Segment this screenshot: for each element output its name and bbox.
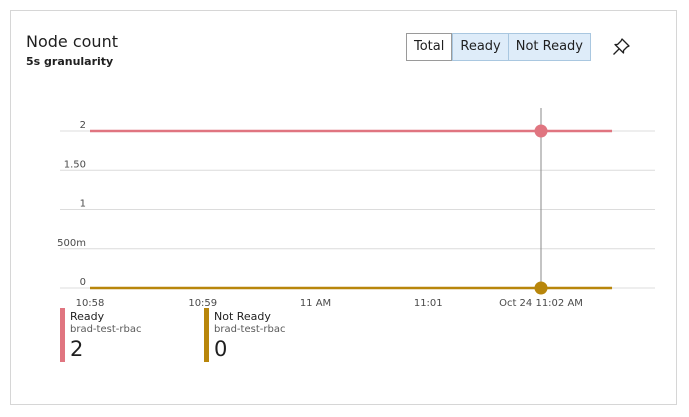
hover-point-ready xyxy=(534,124,548,138)
legend-not-ready-resource: brad-test-rbac xyxy=(214,324,286,335)
granularity-label: 5s granularity xyxy=(26,55,114,68)
chart-title: Node count xyxy=(26,32,118,51)
toggle-total[interactable]: Total xyxy=(406,33,453,61)
hover-cursor xyxy=(534,108,548,295)
toggle-ready[interactable]: Ready xyxy=(452,34,508,60)
legend-ready-value: 2 xyxy=(70,337,84,361)
pin-icon[interactable] xyxy=(611,37,631,57)
y-tick-label: 500m xyxy=(57,238,86,249)
legend-ready[interactable]: Ready brad-test-rbac 2 xyxy=(60,308,141,370)
x-tick-label: 10:58 xyxy=(76,298,105,309)
legend-ready-resource: brad-test-rbac xyxy=(70,324,142,335)
y-axis-ticks: 0 500m 1 1.50 2 xyxy=(57,120,86,288)
toggle-not-ready[interactable]: Not Ready xyxy=(507,34,591,60)
legend-not-ready-value: 0 xyxy=(214,337,228,361)
x-tick-label: 11 AM xyxy=(300,298,331,309)
x-tick-label: 11:01 xyxy=(414,298,443,309)
legend-not-ready[interactable]: Not Ready brad-test-rbac 0 xyxy=(204,308,285,370)
y-tick-label: 2 xyxy=(80,120,86,131)
y-tick-label: 1 xyxy=(80,199,86,210)
series-toggle: Total Ready Not Ready xyxy=(406,33,592,61)
x-tick-label: Oct 24 11:02 AM xyxy=(499,298,583,309)
grid-lines xyxy=(60,130,655,289)
legend-ready-swatch xyxy=(60,308,65,362)
legend-not-ready-swatch xyxy=(204,308,209,362)
hover-point-not-ready xyxy=(534,281,548,295)
x-axis-ticks: 10:58 10:59 11 AM 11:01 Oct 24 11:02 AM xyxy=(76,298,583,309)
legend-not-ready-name: Not Ready xyxy=(214,310,271,323)
node-count-card xyxy=(10,10,677,405)
legend-ready-name: Ready xyxy=(70,310,105,323)
series-lines xyxy=(90,129,613,290)
x-tick-label: 10:59 xyxy=(188,298,217,309)
y-tick-label: 1.50 xyxy=(64,159,86,170)
y-tick-label: 0 xyxy=(80,277,86,288)
